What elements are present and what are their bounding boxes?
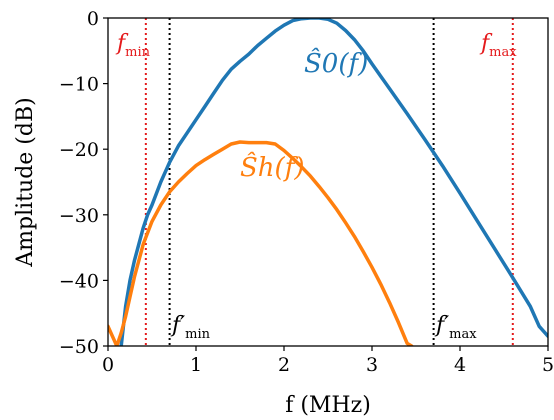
- x-tick-label: 2: [278, 354, 290, 376]
- y-tick-label: −30: [59, 205, 99, 227]
- plot-frame: [107, 17, 549, 347]
- y-tick-label: −20: [59, 139, 99, 161]
- axis-ticks: 0 1 2 3 4 5 0 −10 −20 −30 −40 −50: [59, 8, 554, 376]
- x-axis-title: f (MHz): [285, 393, 371, 418]
- fmax-red-label: fmax: [479, 31, 517, 60]
- series-line-0: [119, 18, 548, 346]
- x-tick-label: 4: [454, 354, 466, 376]
- x-tick-label: 0: [102, 354, 114, 376]
- y-axis-title: Amplitude (dB): [13, 97, 38, 267]
- y-tick-label: −10: [59, 74, 99, 96]
- sh-curve-label: Ŝh(f): [240, 151, 304, 183]
- fmin-prime-label: f′min: [170, 313, 211, 342]
- y-tick-label: −40: [59, 270, 99, 292]
- x-tick-label: 1: [190, 354, 202, 376]
- fmax-prime-label: f′max: [434, 313, 477, 342]
- x-tick-label: 3: [366, 354, 378, 376]
- series-line-1: [108, 140, 414, 346]
- s0-curve-label: Ŝ0(f): [304, 47, 368, 79]
- fmin-red-label: fmin: [115, 31, 151, 60]
- y-tick-label: −50: [59, 336, 99, 358]
- x-tick-label: 5: [542, 354, 554, 376]
- y-tick-label: 0: [87, 8, 99, 30]
- data-series: [108, 18, 548, 346]
